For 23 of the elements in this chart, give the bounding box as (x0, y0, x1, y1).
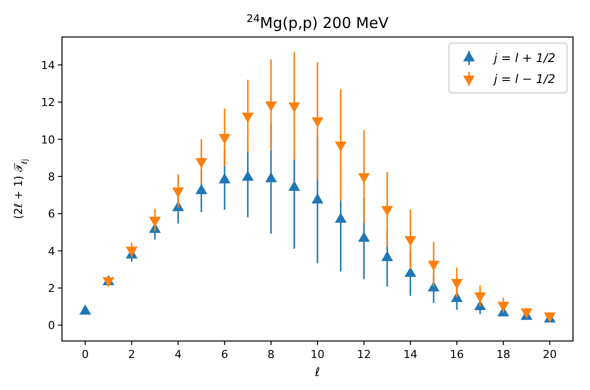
x-tick-label: 0 (82, 348, 89, 361)
y-tick-label: 4 (48, 244, 55, 258)
x-tick-label: 6 (221, 348, 228, 361)
legend-label: j = l − 1/2 (492, 72, 556, 86)
x-tick-label: 4 (174, 348, 182, 361)
x-axis-title: ℓ (314, 365, 320, 379)
x-tick-label: 2 (128, 348, 136, 361)
x-tick-label: 10 (310, 348, 324, 361)
x-tick-label: 8 (268, 348, 275, 361)
x-tick-label: 14 (403, 348, 418, 361)
x-tick-label: 16 (450, 348, 464, 361)
y-tick-label: 10 (41, 133, 55, 146)
legend-label: j = l + 1/2 (492, 51, 556, 65)
y-tick-label: 14 (41, 58, 55, 72)
y-tick-label: 2 (48, 282, 55, 296)
y-tick-label: 8 (48, 170, 55, 184)
y-tick-label: 6 (48, 208, 55, 221)
x-tick-label: 18 (496, 348, 510, 361)
x-tick-label: 20 (542, 348, 557, 361)
chart-title: $^{24}$Mg(p,p) 200 MeV (246, 13, 390, 32)
y-tick-label: 0 (48, 319, 55, 332)
y-tick-label: 12 (41, 96, 55, 110)
x-tick-label: 12 (356, 348, 371, 361)
